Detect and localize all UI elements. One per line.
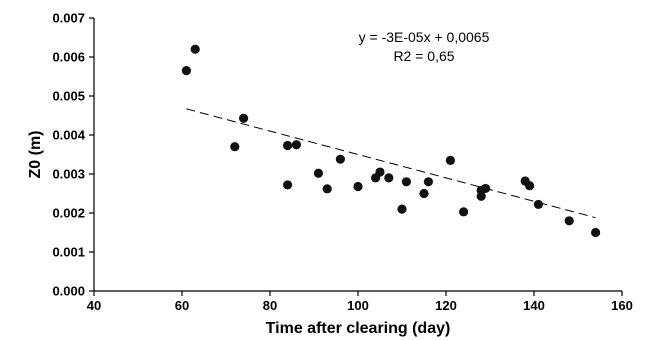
data-point <box>283 180 293 190</box>
x-tick-label: 140 <box>523 298 545 313</box>
data-point <box>181 66 191 76</box>
equation-annotation: y = -3E-05x + 0,0065 <box>359 29 490 45</box>
data-point <box>384 173 394 183</box>
y-tick-label: 0.002 <box>52 206 85 221</box>
trendline <box>186 108 596 219</box>
y-tick-label: 0.003 <box>52 167 85 182</box>
data-point <box>313 168 323 178</box>
y-ticks: 0.000 0.001 0.002 0.003 0.004 0.005 0.006 0.007 <box>52 11 94 299</box>
data-point <box>533 199 544 210</box>
x-axis: 40 60 80 100 120 140 160 <box>87 290 633 313</box>
data-point <box>591 227 601 238</box>
x-tick-label: 80 <box>263 298 277 313</box>
data-point <box>190 44 200 54</box>
data-point <box>375 167 385 177</box>
y-tick-label: 0.004 <box>52 128 85 143</box>
y-axis: 0.000 0.001 0.002 0.003 0.004 0.005 0.006 0.007 <box>52 11 95 299</box>
data-point <box>419 188 429 199</box>
data-point <box>481 183 491 194</box>
data-point <box>397 204 407 214</box>
x-tick-label: 60 <box>175 298 189 313</box>
y-tick-label: 0.006 <box>52 50 85 65</box>
data-point <box>564 216 574 226</box>
data-point <box>401 177 411 187</box>
x-axis-title: Time after clearing (day) <box>266 320 451 337</box>
x-tick-label: 100 <box>347 298 369 313</box>
r2-annotation: R2 = 0,65 <box>393 48 454 64</box>
data-point <box>322 184 332 194</box>
data-point <box>239 113 249 123</box>
y-tick-label: 0.000 <box>52 284 85 299</box>
data-point <box>283 140 293 151</box>
data-point <box>335 154 345 164</box>
y-tick-label: 0.007 <box>52 11 85 26</box>
y-tick-label: 0.005 <box>52 89 85 104</box>
data-point <box>525 181 535 191</box>
y-axis-title: Z0 (m) <box>27 131 44 179</box>
data-point <box>445 155 455 165</box>
data-point <box>423 177 433 187</box>
y-tick-label: 0.001 <box>52 245 85 260</box>
data-point <box>459 207 469 217</box>
x-tick-label: 120 <box>435 298 457 313</box>
data-point <box>353 181 363 192</box>
x-tick-label: 160 <box>611 298 633 313</box>
data-points <box>181 44 601 238</box>
x-tick-label: 40 <box>87 298 101 313</box>
data-point <box>291 140 301 150</box>
x-ticks: 40 60 80 100 120 140 160 <box>87 291 633 313</box>
data-point <box>230 142 240 152</box>
